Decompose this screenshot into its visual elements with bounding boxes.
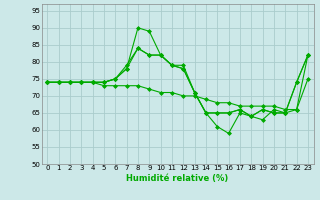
X-axis label: Humidité relative (%): Humidité relative (%)	[126, 174, 229, 183]
